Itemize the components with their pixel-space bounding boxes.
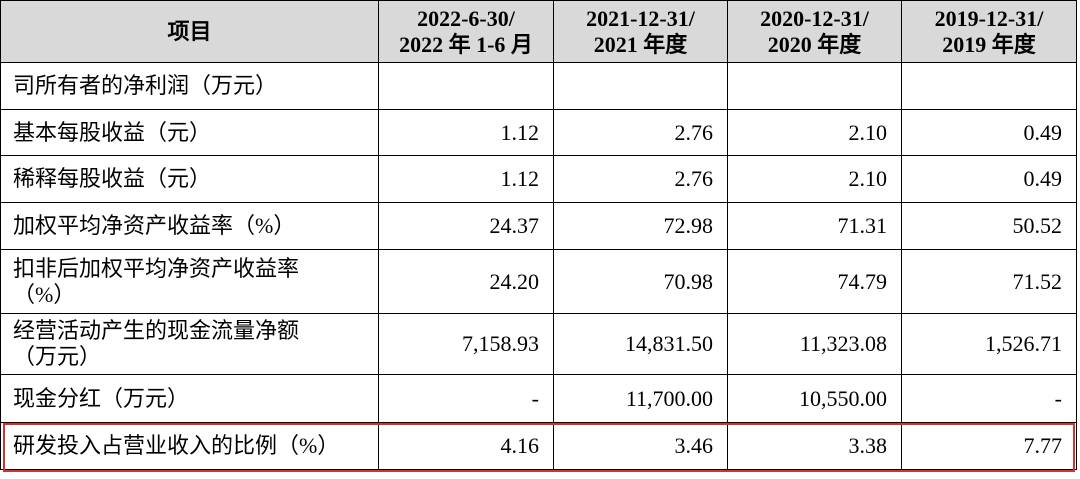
table-row: 加权平均净资产收益率（%） 24.37 72.98 71.31 50.52 — [0, 202, 1077, 250]
header-row: 项目 2022-6-30/2022 年 1-6 月 2021-12-31/2021 … — [0, 0, 1077, 63]
value-cell: 1,526.71 — [901, 313, 1077, 375]
header-text: 2021 年度 — [593, 31, 688, 57]
label-text: 基本每股收益（元） — [13, 119, 212, 145]
value-cell: 2.10 — [727, 109, 902, 156]
value-cell: 2.76 — [553, 109, 728, 156]
value-cell — [901, 62, 1077, 110]
value-cell: 70.98 — [553, 249, 728, 314]
header-text: 2021-12-31/ — [586, 5, 695, 31]
label-text: 司所有者的净利润（万元） — [13, 73, 278, 98]
value-cell: 7.77 — [901, 422, 1077, 470]
value-cell: 24.37 — [378, 202, 554, 250]
value-cell — [553, 62, 728, 110]
header-text: 2022 年 1-6 月 — [399, 31, 533, 57]
value-cell: 2.76 — [553, 155, 728, 203]
row-label: 扣非后加权平均净资产收益率 （%） — [0, 249, 379, 314]
header-text: 2019 年度 — [942, 31, 1036, 57]
value-cell — [378, 62, 554, 110]
table-row: 稀释每股收益（元） 1.12 2.76 2.10 0.49 — [0, 155, 1077, 203]
value-cell: 10,550.00 — [727, 374, 902, 423]
row-label: 研发投入占营业收入的比例（%） — [0, 422, 379, 470]
row-label: 加权平均净资产收益率（%） — [0, 202, 379, 250]
value-cell: 11,700.00 — [553, 374, 728, 423]
table-row: 基本每股收益（元） 1.12 2.76 2.10 0.49 — [0, 109, 1077, 156]
label-text: （%） — [13, 281, 76, 307]
row-label: 现金分红（万元） — [0, 374, 379, 423]
label-text: 加权平均净资产收益率（%） — [13, 213, 296, 238]
value-cell: 71.52 — [901, 249, 1077, 314]
label-text: 经营活动产生的现金流量净额 — [13, 318, 300, 343]
value-cell: 3.38 — [727, 422, 902, 470]
header-cell: 2021-12-31/2021 年度 — [553, 0, 728, 63]
value-cell: 24.20 — [378, 249, 554, 314]
header-text: 项目 — [167, 18, 212, 44]
header-cell: 项目 — [0, 0, 379, 63]
header-text: 2019-12-31/ — [934, 5, 1044, 31]
label-text: 扣非后加权平均净资产收益率 — [13, 255, 300, 281]
value-cell: 4.16 — [378, 422, 554, 470]
value-cell: 0.49 — [901, 155, 1077, 203]
value-cell: 72.98 — [553, 202, 728, 250]
value-cell: 2.10 — [727, 155, 902, 203]
table-body: 司所有者的净利润（万元） 基本每股收益（元） 1.12 2.76 2.10 0.49 稀释每… — [0, 62, 1077, 470]
value-cell: - — [901, 374, 1077, 423]
value-cell: 14,831.50 — [553, 313, 728, 375]
table-row: 现金分红（万元） -11,700.00 10,550.00- — [0, 374, 1077, 423]
header-text: 2022-6-30/ — [417, 5, 515, 31]
value-cell: 7,158.93 — [378, 313, 554, 375]
header-cell: 2019-12-31/2019 年度 — [901, 0, 1077, 63]
header-text: 2020 年度 — [767, 31, 862, 57]
label-text: 稀释每股收益（元） — [13, 166, 212, 191]
header-text: 2020-12-31/ — [760, 5, 869, 31]
value-cell: 3.46 — [553, 422, 728, 470]
header-cell: 2020-12-31/2020 年度 — [727, 0, 902, 63]
header-cell: 2022-6-30/2022 年 1-6 月 — [378, 0, 554, 63]
table-row: 司所有者的净利润（万元） — [0, 62, 1077, 110]
data-table: 项目 2022-6-30/2022 年 1-6 月 2021-12-31/2021 … — [0, 0, 1077, 470]
value-cell: 50.52 — [901, 202, 1077, 250]
highlight-box — [3, 423, 1075, 472]
value-cell: 1.12 — [378, 155, 554, 203]
table-row: 扣非后加权平均净资产收益率 （%） 24.20 70.98 74.79 71.52 — [0, 249, 1077, 314]
row-label: 经营活动产生的现金流量净额 （万元） — [0, 313, 379, 375]
value-cell: 0.49 — [901, 109, 1077, 156]
value-cell — [727, 62, 902, 110]
label-text: 研发投入占营业收入的比例（%） — [13, 433, 340, 458]
value-cell: 74.79 — [727, 249, 902, 314]
value-cell: 71.31 — [727, 202, 902, 250]
value-cell: 1.12 — [378, 109, 554, 156]
row-label: 司所有者的净利润（万元） — [0, 62, 379, 110]
label-text: 现金分红（万元） — [13, 385, 190, 411]
row-label: 基本每股收益（元） — [0, 109, 379, 156]
value-cell: 11,323.08 — [727, 313, 902, 375]
row-label: 稀释每股收益（元） — [0, 155, 379, 203]
table-row: 经营活动产生的现金流量净额 （万元） 7,158.93 14,831.50 11,323… — [0, 313, 1077, 375]
table-row: 研发投入占营业收入的比例（%） 4.16 3.46 3.38 7.77 — [0, 422, 1077, 470]
value-cell: - — [378, 374, 554, 423]
label-text: （万元） — [13, 344, 102, 369]
